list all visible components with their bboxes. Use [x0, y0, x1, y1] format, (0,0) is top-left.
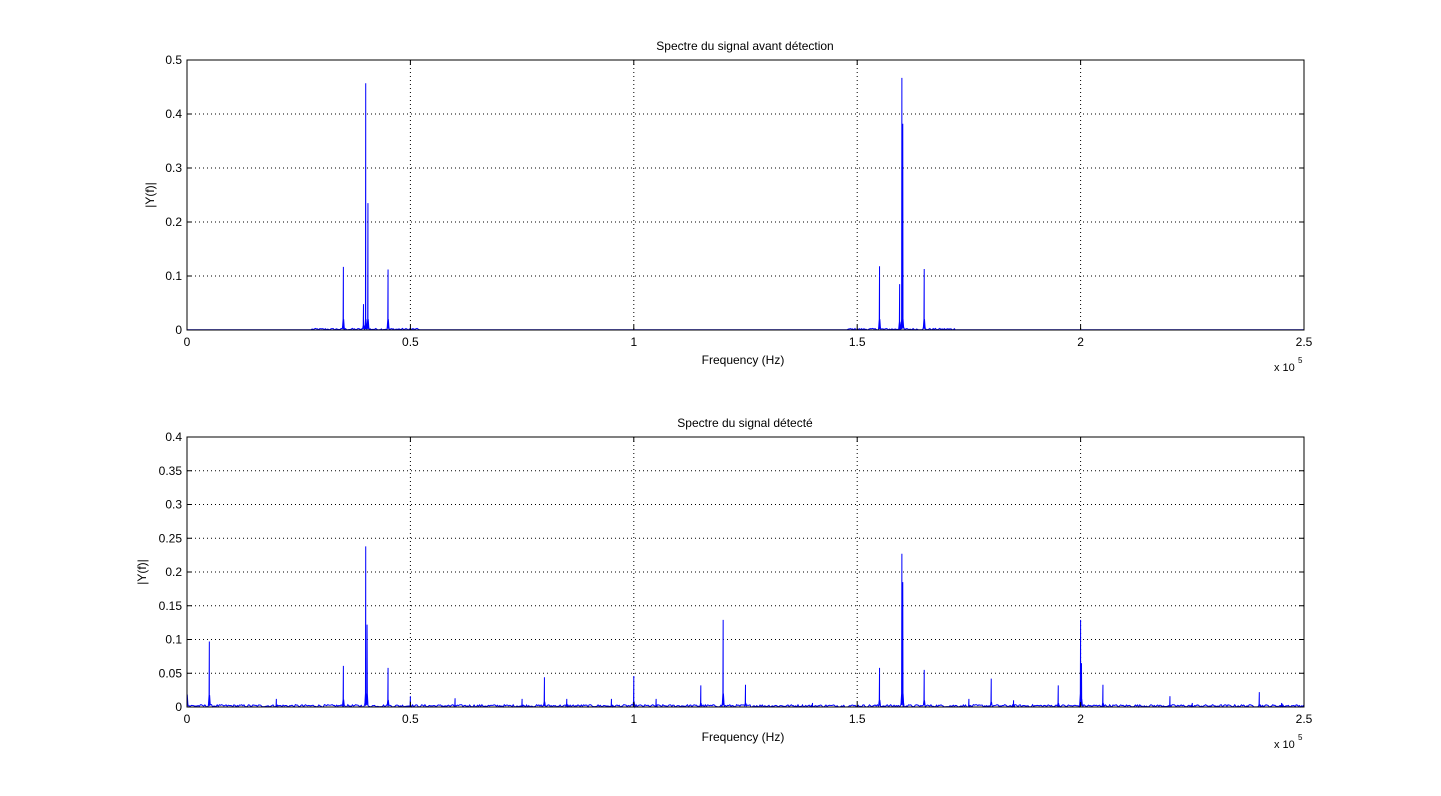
y-tick-label: 0.25 — [159, 531, 183, 545]
x-tick-label: 2.5 — [1296, 712, 1313, 726]
x-multiplier-exponent: 5 — [1298, 733, 1303, 742]
y-axis-label: |Y(f)| — [143, 182, 157, 208]
y-tick-label: 0.5 — [165, 53, 182, 67]
x-tick-label: 0 — [184, 712, 191, 726]
plot-area-background — [187, 60, 1304, 330]
y-tick-label: 0.4 — [165, 430, 182, 444]
ticks: 0 0.5 1 1.5 2 2.5 0 0.05 0.1 0.15 0.2 0.25 0.3 0.35 0.… — [159, 430, 1313, 726]
x-tick-label: 1.5 — [849, 712, 866, 726]
y-tick-label: 0.1 — [165, 633, 182, 647]
x-axis-label: Frequency (Hz) — [702, 353, 785, 367]
chart-title: Spectre du signal avant détection — [656, 39, 833, 53]
x-tick-label: 2.5 — [1296, 335, 1313, 349]
x-multiplier: x 10 — [1274, 739, 1295, 751]
grid — [187, 60, 1304, 330]
x-multiplier: x 10 — [1274, 362, 1295, 374]
x-tick-label: 0.5 — [402, 335, 419, 349]
subplot-detected: 0 0.5 1 1.5 2 2.5 0 0.05 0.1 0.15 0.2 0.25 0.3 0.35 0.… — [135, 416, 1313, 751]
y-tick-label: 0.3 — [165, 498, 182, 512]
chart-title: Spectre du signal détecté — [677, 416, 813, 430]
y-tick-label: 0 — [175, 323, 182, 337]
x-tick-label: 2 — [1077, 712, 1084, 726]
x-tick-label: 0 — [184, 335, 191, 349]
y-tick-label: 0 — [175, 700, 182, 714]
y-tick-label: 0.4 — [165, 107, 182, 121]
x-tick-label: 1 — [630, 712, 637, 726]
x-multiplier-exponent: 5 — [1298, 356, 1303, 365]
y-tick-label: 0.35 — [159, 464, 183, 478]
y-tick-label: 0.2 — [165, 565, 182, 579]
x-axis-label: Frequency (Hz) — [702, 730, 785, 744]
y-tick-label: 0.1 — [165, 269, 182, 283]
y-axis-label: |Y(f)| — [135, 559, 149, 585]
ticks: 0 0.5 1 1.5 2 2.5 0 0.1 0.2 0.3 0.4 0.5 — [165, 53, 1312, 349]
plot-frame — [186, 59, 1305, 331]
plot-area-background — [187, 437, 1304, 707]
x-tick-label: 1.5 — [849, 335, 866, 349]
y-tick-label: 0.2 — [165, 215, 182, 229]
subplot-before-detection: 0 0.5 1 1.5 2 2.5 0 0.1 0.2 0.3 0.4 0.5 Spectre du … — [143, 39, 1313, 374]
y-tick-label: 0.05 — [159, 666, 183, 680]
y-tick-label: 0.15 — [159, 599, 183, 613]
x-tick-label: 1 — [630, 335, 637, 349]
x-tick-label: 2 — [1077, 335, 1084, 349]
y-tick-label: 0.3 — [165, 161, 182, 175]
x-tick-label: 0.5 — [402, 712, 419, 726]
